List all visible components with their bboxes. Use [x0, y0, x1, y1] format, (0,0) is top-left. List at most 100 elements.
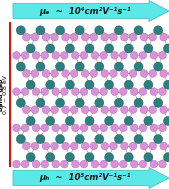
Circle shape — [62, 70, 69, 77]
Circle shape — [121, 70, 128, 77]
Circle shape — [65, 116, 74, 125]
Circle shape — [13, 52, 20, 59]
Circle shape — [85, 153, 94, 162]
Circle shape — [46, 44, 55, 53]
Circle shape — [160, 142, 167, 150]
Circle shape — [31, 33, 39, 41]
Circle shape — [90, 106, 98, 114]
Circle shape — [22, 70, 30, 77]
Circle shape — [41, 88, 49, 95]
Circle shape — [32, 160, 40, 168]
Circle shape — [21, 160, 29, 168]
Circle shape — [130, 52, 138, 59]
Circle shape — [110, 106, 117, 114]
Circle shape — [36, 26, 45, 35]
Circle shape — [163, 44, 169, 53]
Circle shape — [16, 135, 25, 144]
Circle shape — [75, 26, 84, 35]
Circle shape — [130, 88, 138, 95]
Circle shape — [114, 62, 123, 71]
Circle shape — [13, 88, 20, 95]
Circle shape — [61, 124, 68, 132]
Circle shape — [139, 52, 147, 59]
Circle shape — [168, 70, 169, 77]
Circle shape — [124, 80, 133, 89]
Circle shape — [160, 33, 167, 41]
Circle shape — [46, 80, 55, 89]
Circle shape — [52, 160, 59, 168]
Circle shape — [159, 124, 166, 132]
Circle shape — [26, 80, 35, 89]
Circle shape — [21, 52, 29, 59]
Circle shape — [13, 124, 20, 132]
Circle shape — [91, 124, 99, 132]
Circle shape — [149, 106, 156, 114]
Circle shape — [16, 98, 25, 107]
Circle shape — [56, 62, 65, 71]
Circle shape — [85, 44, 94, 53]
Circle shape — [100, 88, 107, 95]
Circle shape — [22, 33, 30, 41]
Bar — [13, 22, 169, 167]
Circle shape — [90, 70, 98, 77]
Circle shape — [121, 106, 128, 114]
Circle shape — [65, 153, 74, 162]
Circle shape — [16, 26, 25, 35]
Circle shape — [129, 142, 137, 150]
Circle shape — [22, 106, 30, 114]
Circle shape — [36, 62, 45, 71]
Circle shape — [163, 116, 169, 125]
Circle shape — [149, 33, 156, 41]
Circle shape — [51, 142, 58, 150]
Circle shape — [168, 106, 169, 114]
Circle shape — [130, 160, 138, 168]
Circle shape — [124, 44, 133, 53]
Circle shape — [62, 33, 69, 41]
Circle shape — [124, 153, 133, 162]
Circle shape — [16, 62, 25, 71]
Circle shape — [42, 106, 50, 114]
Circle shape — [65, 80, 74, 89]
Circle shape — [163, 80, 169, 89]
Circle shape — [150, 124, 158, 132]
Polygon shape — [13, 168, 169, 188]
Circle shape — [46, 116, 55, 125]
Circle shape — [62, 106, 69, 114]
Circle shape — [41, 52, 49, 59]
Text: band gap: band gap — [0, 78, 4, 111]
Circle shape — [51, 70, 58, 77]
Circle shape — [129, 33, 137, 41]
Circle shape — [119, 160, 127, 168]
Circle shape — [154, 62, 163, 71]
Circle shape — [101, 106, 109, 114]
Text: μₑ  ~  10⁴cm²V⁻¹s⁻¹: μₑ ~ 10⁴cm²V⁻¹s⁻¹ — [39, 6, 131, 15]
Circle shape — [95, 135, 104, 144]
Circle shape — [13, 160, 20, 168]
Circle shape — [70, 70, 78, 77]
Circle shape — [31, 142, 39, 150]
Circle shape — [41, 124, 49, 132]
Circle shape — [52, 124, 59, 132]
Circle shape — [22, 142, 30, 150]
Circle shape — [129, 70, 137, 77]
Text: 0.7 ~ 0.8 eV: 0.7 ~ 0.8 eV — [3, 75, 8, 114]
Circle shape — [51, 106, 58, 114]
Circle shape — [114, 135, 123, 144]
Circle shape — [139, 124, 147, 132]
Circle shape — [32, 88, 40, 95]
Circle shape — [26, 116, 35, 125]
Circle shape — [61, 52, 68, 59]
Circle shape — [105, 44, 114, 53]
Circle shape — [159, 52, 166, 59]
Circle shape — [149, 142, 156, 150]
Circle shape — [110, 33, 117, 41]
Circle shape — [168, 142, 169, 150]
Circle shape — [110, 70, 117, 77]
Circle shape — [129, 106, 137, 114]
Circle shape — [119, 124, 127, 132]
Circle shape — [91, 52, 99, 59]
Circle shape — [159, 88, 166, 95]
Circle shape — [111, 88, 118, 95]
Bar — [9, 22, 11, 167]
Circle shape — [26, 44, 35, 53]
